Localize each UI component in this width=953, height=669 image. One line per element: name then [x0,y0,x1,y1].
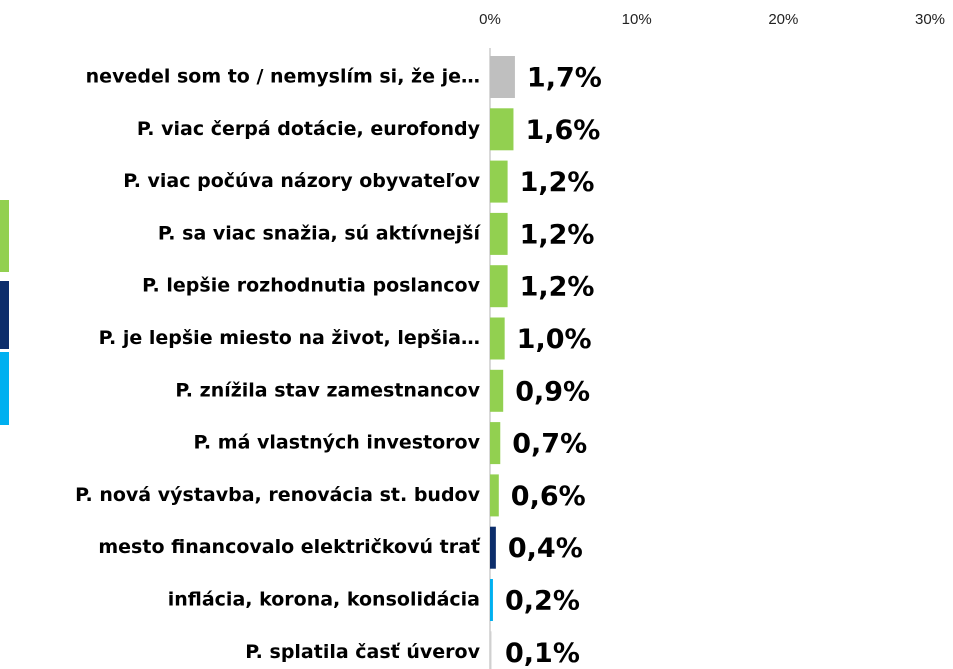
x-tick-label: 30% [915,11,945,28]
bar [490,579,493,621]
category-label: P. viac čerpá dotácie, eurofondy [137,118,481,140]
category-label: inflácia, korona, konsolidácia [168,589,480,611]
value-label: 1,0% [517,324,592,355]
bar [490,265,508,308]
value-label: 1,2% [520,219,595,250]
bar [490,474,499,517]
value-label: 0,9% [515,376,590,407]
category-label: nevedel som to / nemyslím si, že je… [86,66,480,88]
bar [490,369,504,412]
legend-swatch [0,200,9,272]
x-tick-label: 0% [479,11,501,28]
bar [490,317,505,360]
category-label: P. je lepšie miesto na život, lepšia… [99,327,480,349]
value-label: 0,6% [511,481,586,512]
value-label: 0,2% [505,586,580,617]
category-label: mesto financovalo električkovú trať [98,536,481,558]
value-label: 0,7% [512,429,587,460]
bar [490,56,515,98]
value-label: 0,1% [505,638,580,669]
legend-swatch [0,281,9,349]
value-label: 1,2% [520,272,595,303]
value-label: 0,4% [508,533,583,564]
category-label: P. lepšie rozhodnutia poslancov [142,275,480,297]
category-label: P. viac počúva názory obyvateľov [123,170,480,192]
bar [490,526,496,569]
x-tick-label: 10% [622,11,652,28]
bar [490,160,508,203]
bar [490,422,501,465]
legend-swatch [0,352,9,425]
category-label: P. má vlastných investorov [194,432,481,454]
bar [490,108,514,151]
category-label: P. nová výstavba, renovácia st. budov [75,484,481,506]
bar [490,212,508,255]
category-label: P. splatila časť úverov [245,641,480,663]
category-label: P. sa viac snažia, sú aktívnejší [158,222,482,244]
value-label: 1,7% [527,63,602,94]
bar [490,631,492,669]
value-label: 1,6% [525,115,600,146]
value-label: 1,2% [520,167,595,198]
x-tick-label: 20% [768,11,798,28]
category-label: P. znížila stav zamestnancov [175,379,480,401]
